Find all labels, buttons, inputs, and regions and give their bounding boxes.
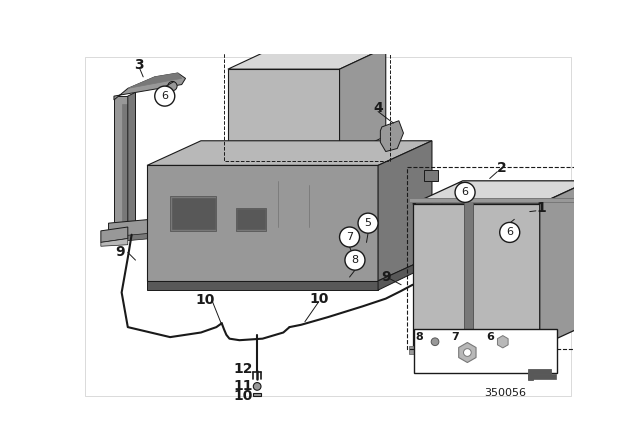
Polygon shape [128,73,182,88]
Polygon shape [378,256,432,290]
Text: 7: 7 [451,332,459,342]
Bar [424,170,438,181]
Text: 6: 6 [506,228,513,237]
Text: 350056: 350056 [484,388,526,397]
Polygon shape [586,162,611,190]
Circle shape [455,182,475,202]
Polygon shape [448,208,459,223]
Text: 7: 7 [346,232,353,242]
Bar [237,209,265,229]
Bar [406,167,596,349]
Polygon shape [340,47,386,158]
Text: 10: 10 [195,293,214,307]
Polygon shape [380,121,403,151]
Bar [259,40,269,47]
Polygon shape [413,181,590,204]
Circle shape [155,86,175,106]
Text: 5: 5 [365,218,372,228]
Polygon shape [540,181,590,346]
Text: 8: 8 [416,332,424,342]
Polygon shape [463,200,473,350]
Circle shape [500,222,520,242]
Polygon shape [409,346,543,354]
Polygon shape [109,220,151,238]
Polygon shape [147,141,432,165]
Bar [170,196,216,231]
Text: 6: 6 [161,91,168,101]
Text: 10: 10 [234,388,253,403]
Polygon shape [147,165,378,281]
Polygon shape [101,238,128,246]
Text: 11: 11 [234,379,253,392]
Circle shape [463,349,471,356]
Bar [224,35,390,161]
Text: 8: 8 [351,255,358,265]
Text: 9: 9 [115,246,125,259]
Polygon shape [101,227,128,242]
Polygon shape [528,370,551,380]
Bar [414,329,557,373]
Bar [236,208,266,231]
Polygon shape [413,204,540,346]
Bar [242,39,254,47]
Polygon shape [109,233,151,242]
Text: 4: 4 [373,101,383,115]
Text: 12: 12 [234,362,253,376]
Text: 6: 6 [461,187,468,198]
Circle shape [358,213,378,233]
Bar [253,392,261,396]
Circle shape [345,250,365,270]
Bar [172,198,215,229]
Polygon shape [122,104,128,223]
Circle shape [461,192,469,200]
Polygon shape [442,185,474,218]
Text: 3: 3 [134,57,144,72]
Text: 1: 1 [536,201,546,215]
Polygon shape [409,198,594,202]
Circle shape [340,227,360,247]
Circle shape [253,383,261,390]
Circle shape [431,338,439,345]
Polygon shape [114,96,128,231]
Polygon shape [128,92,136,231]
Polygon shape [147,281,378,290]
Text: 9: 9 [381,270,390,284]
Polygon shape [114,73,186,100]
Circle shape [168,82,177,91]
Text: 10: 10 [309,292,328,306]
Polygon shape [228,47,386,69]
Text: 6: 6 [486,332,495,342]
Bar [528,374,556,379]
Polygon shape [378,141,432,281]
Polygon shape [228,69,340,158]
Text: 2: 2 [497,161,506,175]
